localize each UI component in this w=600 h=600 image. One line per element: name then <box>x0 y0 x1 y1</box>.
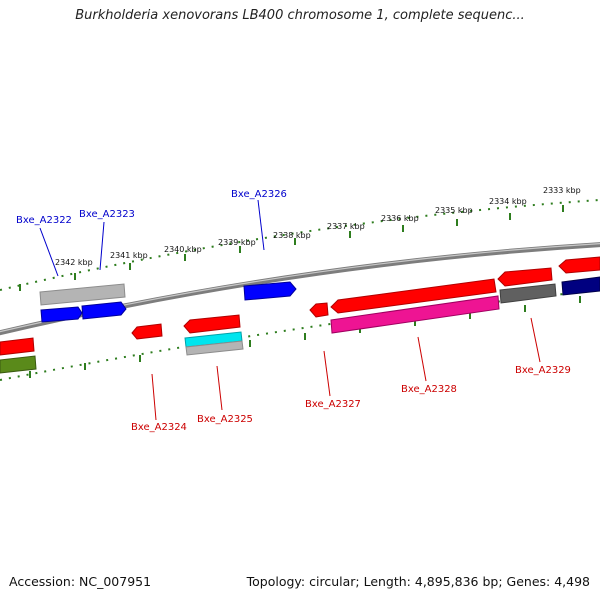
gene-labels: Bxe_A2322 Bxe_A2323 Bxe_A2326 Bxe_A2324 … <box>16 189 571 433</box>
scale-tick-label: 2340 kbp <box>164 245 202 254</box>
outer-scale-ring <box>0 199 600 291</box>
gene-bxe-a2323[interactable] <box>81 301 127 320</box>
gene-bxe-a2324[interactable] <box>131 323 163 340</box>
gene-label: Bxe_A2324 <box>131 422 187 433</box>
scale-tick-label: 2334 kbp <box>489 197 527 206</box>
gene-label: Bxe_A2329 <box>515 365 571 376</box>
gene-label: Bxe_A2328 <box>401 384 457 395</box>
gene-red-long[interactable] <box>330 278 497 314</box>
scale-tick-label: 2335 kbp <box>435 206 473 215</box>
scale-tick-label: 2338 kbp <box>273 231 311 240</box>
map-title: Burkholderia xenovorans LB400 chromosome… <box>75 8 525 23</box>
gene-label: Bxe_A2323 <box>79 209 135 220</box>
scale-tick-label: 2337 kbp <box>327 222 365 231</box>
gene-bxe-a2322b[interactable] <box>40 306 83 323</box>
gene-red-2325-upper[interactable] <box>183 314 241 334</box>
scale-tick-label: 2342 kbp <box>55 258 93 267</box>
outer-major-ticks <box>19 205 564 291</box>
scale-labels: 2342 kbp 2341 kbp 2340 kbp 2339 kbp 2338… <box>55 186 581 267</box>
accession-text: Accession: NC_007951 <box>9 574 152 589</box>
gene-forward-navy-right[interactable] <box>561 276 600 296</box>
inner-scale-ring <box>0 289 600 381</box>
reverse-strand-genes <box>0 256 600 374</box>
gene-label: Bxe_A2326 <box>231 189 287 200</box>
scale-tick-label: 2336 kbp <box>381 214 419 223</box>
gene-left-olive[interactable] <box>0 355 37 374</box>
gene-bxe-a2329[interactable] <box>497 267 553 287</box>
gene-bxe-a2327[interactable] <box>309 302 329 318</box>
gene-bxe-a2328[interactable] <box>330 295 500 334</box>
gene-red-far-right[interactable] <box>558 256 600 274</box>
gene-bxe-a2325-grey[interactable] <box>185 340 244 356</box>
gene-left-red[interactable] <box>0 337 35 356</box>
gene-forward-grey-right[interactable] <box>499 283 557 304</box>
gene-bxe-a2326[interactable] <box>243 281 297 301</box>
gene-bxe-a2322[interactable] <box>39 283 126 306</box>
label-leaders <box>39 199 541 421</box>
scale-tick-label: 2341 kbp <box>110 251 148 260</box>
gene-label: Bxe_A2327 <box>305 399 361 410</box>
scale-tick-label: 2339 kbp <box>218 238 256 247</box>
summary-text: Topology: circular; Length: 4,895,836 bp… <box>246 574 590 589</box>
gene-label: Bxe_A2325 <box>197 414 253 425</box>
gene-label: Bxe_A2322 <box>16 215 72 226</box>
forward-strand-genes <box>39 276 600 323</box>
scale-tick-label: 2333 kbp <box>543 186 581 195</box>
